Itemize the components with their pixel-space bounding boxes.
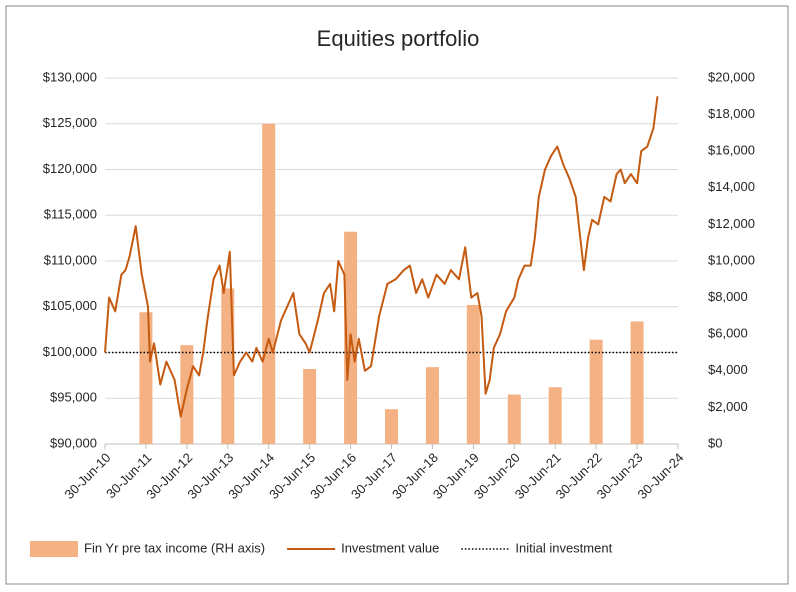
y2-tick-label: $4,000 bbox=[708, 362, 748, 377]
y-tick-label: $90,000 bbox=[50, 435, 97, 450]
bar bbox=[303, 368, 317, 444]
chart-title: Equities portfolio bbox=[317, 26, 480, 51]
y2-tick-label: $2,000 bbox=[708, 399, 748, 414]
y2-tick-label: $20,000 bbox=[708, 69, 755, 84]
y2-tick-label: $8,000 bbox=[708, 289, 748, 304]
y2-tick-label: $10,000 bbox=[708, 252, 755, 267]
bar bbox=[548, 387, 562, 444]
bar bbox=[630, 321, 644, 444]
legend-label: Initial investment bbox=[515, 540, 612, 555]
legend-swatch bbox=[30, 541, 78, 557]
y-tick-label: $110,000 bbox=[44, 252, 97, 267]
y2-tick-label: $12,000 bbox=[708, 216, 755, 231]
bar bbox=[262, 123, 276, 444]
y2-tick-label: $14,000 bbox=[708, 179, 755, 194]
bar bbox=[180, 345, 194, 444]
y-tick-label: $125,000 bbox=[43, 115, 97, 130]
y-tick-label: $130,000 bbox=[43, 69, 97, 84]
y-tick-label: $100,000 bbox=[43, 344, 97, 359]
bar bbox=[385, 409, 398, 444]
legend-label: Investment value bbox=[341, 540, 439, 555]
y2-tick-label: $16,000 bbox=[708, 143, 755, 158]
bar bbox=[466, 304, 480, 444]
bar bbox=[425, 367, 439, 444]
legend-label: Fin Yr pre tax income (RH axis) bbox=[84, 540, 265, 555]
y2-tick-label: $6,000 bbox=[708, 326, 748, 341]
y-tick-label: $105,000 bbox=[43, 298, 97, 313]
y-tick-label: $120,000 bbox=[43, 161, 97, 176]
bar bbox=[507, 394, 521, 444]
bar bbox=[589, 339, 603, 444]
y-tick-label: $95,000 bbox=[50, 390, 97, 405]
bar bbox=[139, 312, 153, 444]
y2-tick-label: $0 bbox=[708, 435, 722, 450]
line bbox=[104, 96, 659, 418]
y-tick-label: $115,000 bbox=[44, 207, 97, 222]
bar bbox=[221, 288, 235, 444]
y2-tick-label: $18,000 bbox=[708, 106, 755, 121]
